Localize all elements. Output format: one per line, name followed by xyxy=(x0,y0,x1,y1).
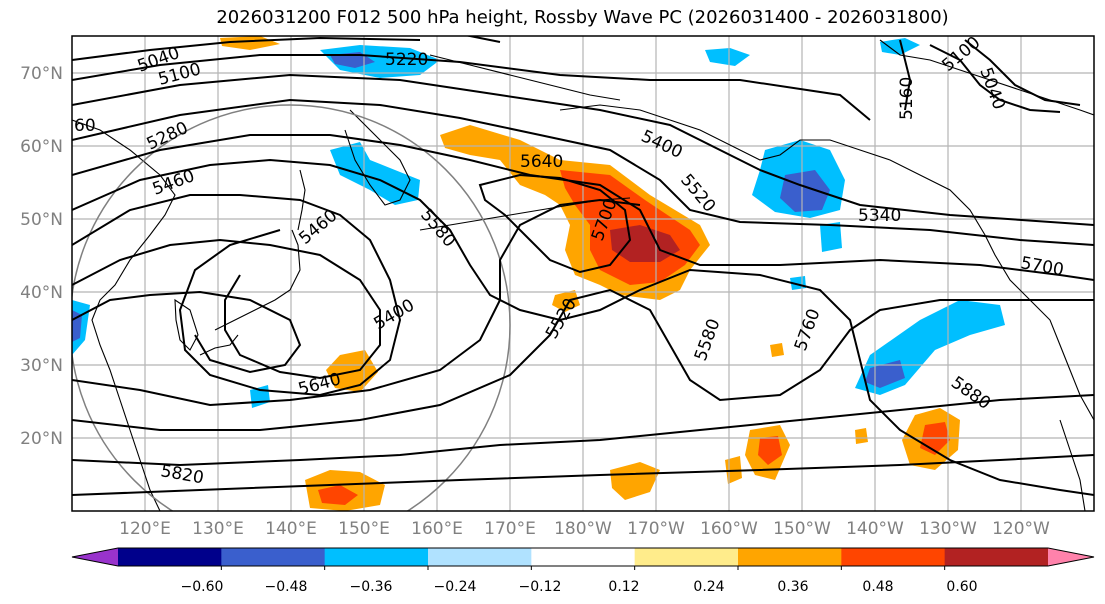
contour-label: 5220 xyxy=(385,50,428,70)
pos-anomaly-south1-core xyxy=(318,485,358,505)
colorbar-bin xyxy=(841,548,946,566)
colorbar-bin xyxy=(324,548,429,566)
colorbar-tick-label: 0.60 xyxy=(946,579,977,595)
lon-label: 180°W xyxy=(554,519,612,539)
colorbar-tick-label: −0.24 xyxy=(434,579,477,595)
colorbar xyxy=(71,547,1095,570)
coast-baja xyxy=(1059,419,1086,511)
lat-label: 60°N xyxy=(20,137,63,157)
lon-label: 120°E xyxy=(119,519,171,539)
lon-label: 170°E xyxy=(484,519,536,539)
lon-label: 140°W xyxy=(846,519,904,539)
colorbar-bin xyxy=(221,548,326,566)
lon-label: 140°E xyxy=(265,519,317,539)
latitude-labels: 70°N 60°N 50°N 40°N 30°N 20°N xyxy=(20,64,63,449)
neg-anomaly-small2 xyxy=(820,222,842,252)
coast-sakhalin xyxy=(297,169,306,231)
lon-label: 130°E xyxy=(192,519,244,539)
height-contours xyxy=(72,36,1094,496)
lon-label: 130°W xyxy=(919,519,977,539)
coast-alaska xyxy=(559,104,1094,421)
colorbar-tick-label: −0.48 xyxy=(265,579,308,595)
colorbar-tick-label: 0.48 xyxy=(862,579,893,595)
colorbar-extend-high xyxy=(1048,548,1094,566)
colorbar-bin xyxy=(118,548,222,566)
neg-anomaly-alaska-core xyxy=(780,170,830,212)
colorbar-extend-low xyxy=(72,548,118,566)
colorbar-ticks: −0.60 −0.48 −0.36 −0.24 −0.12 0.12 0.24 … xyxy=(181,579,978,595)
neg-anomaly-nw2 xyxy=(880,38,920,55)
lon-label: 170°W xyxy=(627,519,685,539)
colorbar-tick-label: 0.12 xyxy=(608,579,639,595)
coast-asia xyxy=(72,119,176,511)
pos-anomaly-small5 xyxy=(770,343,784,357)
lat-label: 40°N xyxy=(20,283,63,303)
pos-anomaly-small4 xyxy=(855,428,868,444)
neg-anomaly-nw xyxy=(705,48,750,66)
coast-japan xyxy=(199,229,301,356)
coast-korea xyxy=(174,298,199,351)
contour-label: 5160 xyxy=(897,77,917,120)
contour-label: 5640 xyxy=(520,152,563,172)
contour-label: 60 xyxy=(74,116,96,136)
contour-label: 5340 xyxy=(858,206,901,226)
colorbar-tick-label: −0.60 xyxy=(181,579,224,595)
lon-label: 150°W xyxy=(773,519,831,539)
colorbar-tick-label: −0.36 xyxy=(350,579,393,595)
map-frame xyxy=(71,35,1095,512)
longitude-labels: 120°E 130°E 140°E 150°E 160°E 170°E 180°… xyxy=(119,519,1050,539)
pos-anomaly-south3-core xyxy=(758,436,782,465)
colorbar-bin xyxy=(428,548,532,566)
coastlines xyxy=(72,39,1094,511)
lon-label: 120°W xyxy=(992,519,1050,539)
colorbar-bin xyxy=(634,548,739,566)
lat-label: 70°N xyxy=(20,64,63,84)
colorbar-outline xyxy=(71,547,1095,567)
coast-canada-north xyxy=(879,39,1094,116)
colorbar-bin xyxy=(738,548,842,566)
pos-anomaly-south2 xyxy=(610,462,660,500)
lat-label: 30°N xyxy=(20,356,63,376)
reference-circle xyxy=(72,104,511,511)
page-title: 2026031200 F012 500 hPa height, Rossby W… xyxy=(216,7,949,28)
lat-label: 50°N xyxy=(20,210,63,230)
lon-label: 160°W xyxy=(700,519,758,539)
colorbar-bin xyxy=(531,548,636,566)
pos-anomaly-core xyxy=(610,225,680,262)
colorbar-tick-label: −0.12 xyxy=(519,579,562,595)
coast-kamchatka xyxy=(344,109,411,206)
colorbar-tick-label: 0.36 xyxy=(777,579,808,595)
colorbar-bin xyxy=(944,548,1049,566)
lon-label: 160°E xyxy=(411,519,463,539)
lat-label: 20°N xyxy=(20,429,63,449)
colorbar-tick-label: 0.24 xyxy=(693,579,724,595)
lon-label: 150°E xyxy=(338,519,390,539)
pos-anomaly-small2 xyxy=(552,290,580,312)
